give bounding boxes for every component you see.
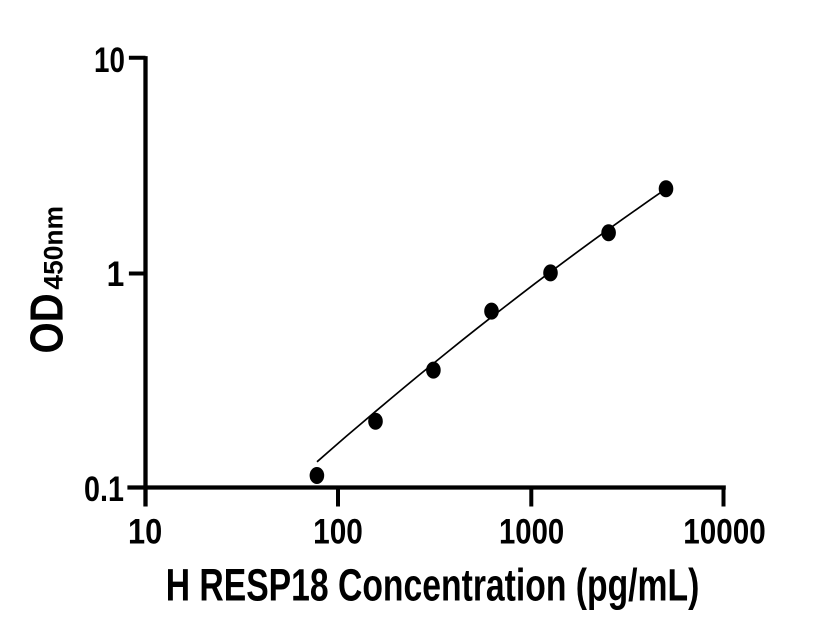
svg-text:100: 100: [313, 511, 363, 551]
svg-text:H RESP18 Concentration (pg/mL): H RESP18 Concentration (pg/mL): [166, 561, 700, 611]
svg-text:OD: OD: [22, 293, 73, 353]
svg-text:1: 1: [107, 256, 125, 295]
svg-text:1000: 1000: [499, 512, 564, 551]
svg-text:10: 10: [94, 40, 125, 80]
svg-text:10: 10: [128, 513, 162, 552]
svg-text:0.1: 0.1: [84, 469, 124, 509]
svg-text:450nm: 450nm: [38, 206, 68, 290]
svg-text:10000: 10000: [683, 511, 765, 551]
